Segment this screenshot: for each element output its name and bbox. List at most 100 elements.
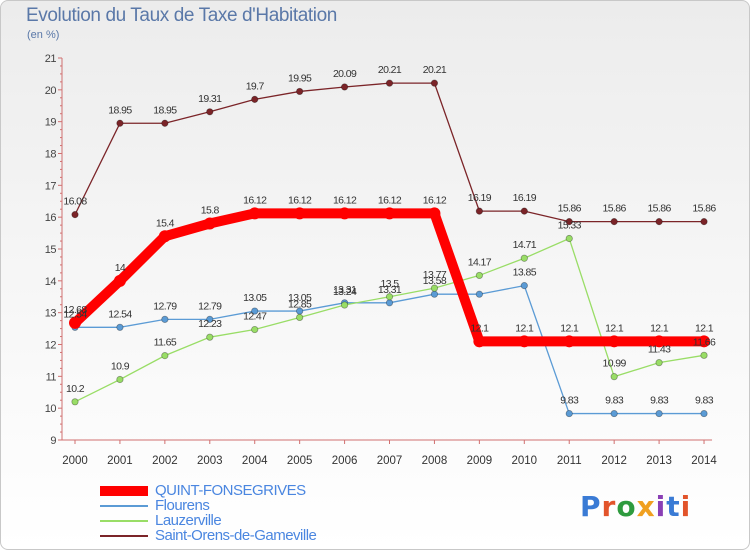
data-point <box>520 207 528 215</box>
y-tick-label: 16 <box>45 212 57 224</box>
data-point <box>251 95 259 103</box>
data-point <box>71 211 79 219</box>
data-label: 12.47 <box>243 311 267 323</box>
series-quint-fonsegrives <box>69 207 711 348</box>
legend-swatch <box>100 486 148 496</box>
x-tick-label: 2013 <box>646 455 672 467</box>
data-label: 9.83 <box>560 395 579 407</box>
data-label: 13.31 <box>378 284 402 296</box>
data-point <box>430 284 439 292</box>
data-label: 14 <box>115 262 126 274</box>
data-label: 12.68 <box>63 304 87 316</box>
data-point <box>520 254 528 262</box>
x-tick-label: 2008 <box>422 455 448 467</box>
data-label: 16.12 <box>288 194 312 206</box>
x-tick-label: 2012 <box>601 455 627 467</box>
data-point <box>430 290 439 298</box>
logo-letter: i <box>655 490 667 523</box>
legend-label: QUINT-FONSEGRIVES <box>155 482 306 499</box>
chart-title: Evolution du Taux de Taxe d'Habitation <box>26 5 337 26</box>
data-point <box>518 335 531 348</box>
data-point <box>251 307 259 315</box>
data-point <box>161 315 169 323</box>
x-tick-label: 2000 <box>62 455 88 467</box>
data-point <box>251 325 259 334</box>
data-point <box>69 316 81 329</box>
data-point <box>161 119 169 127</box>
y-tick-label: 15 <box>45 244 57 256</box>
data-point <box>158 230 171 243</box>
legend-swatch <box>100 505 148 507</box>
data-point <box>430 79 439 87</box>
data-point <box>565 218 573 226</box>
data-point <box>475 207 483 215</box>
data-label: 16.12 <box>423 194 447 206</box>
data-label: 12.79 <box>198 300 222 312</box>
data-point <box>161 352 169 360</box>
data-point <box>700 351 708 359</box>
data-label: 18.95 <box>153 104 177 116</box>
logo-letter: x <box>636 490 656 523</box>
data-label: 13.05 <box>288 292 312 304</box>
data-label: 10.99 <box>603 358 627 370</box>
data-label: 10.9 <box>111 361 130 373</box>
data-label: 15.4 <box>156 217 175 229</box>
data-label: 20.09 <box>333 68 357 80</box>
x-tick-label: 2004 <box>242 455 268 467</box>
data-label: 13.24 <box>333 286 357 298</box>
data-label: 11.43 <box>648 344 671 356</box>
data-point <box>385 79 394 87</box>
data-label: 19.7 <box>246 80 265 92</box>
data-label: 13.77 <box>423 269 447 281</box>
data-label: 12.1 <box>695 322 714 334</box>
data-point <box>116 323 124 331</box>
data-label: 19.31 <box>198 93 222 105</box>
x-tick-label: 2001 <box>107 455 133 467</box>
y-tick-label: 9 <box>50 435 56 447</box>
data-label: 18.95 <box>108 104 132 116</box>
data-point <box>296 87 304 96</box>
data-label: 9.83 <box>650 395 669 407</box>
data-point <box>383 207 396 220</box>
data-point <box>206 315 214 323</box>
x-tick-label: 2002 <box>152 455 178 467</box>
data-label: 16.12 <box>243 194 267 206</box>
data-label: 10.2 <box>66 383 85 395</box>
data-point <box>296 313 304 322</box>
x-tick-label: 2010 <box>512 455 538 467</box>
data-label: 15.33 <box>558 219 582 231</box>
data-label: 19.95 <box>288 72 312 84</box>
data-label: 12.1 <box>470 322 489 334</box>
logo-letter: i <box>680 490 692 523</box>
data-label: 11.66 <box>693 336 716 348</box>
logo-letter: P <box>580 490 602 523</box>
data-label: 13.5 <box>380 278 399 290</box>
data-label: 12.79 <box>153 300 177 312</box>
logo-letter: t <box>666 490 681 523</box>
data-point <box>293 207 306 220</box>
data-point <box>428 207 441 220</box>
data-label: 14.17 <box>468 256 492 268</box>
data-point <box>520 282 528 290</box>
data-point <box>655 409 663 418</box>
legend-swatch <box>100 535 148 537</box>
data-label: 15.86 <box>692 203 716 215</box>
data-label: 16.12 <box>333 194 357 206</box>
data-point <box>116 119 124 127</box>
data-point <box>206 333 214 341</box>
data-label: 11.65 <box>154 337 177 349</box>
data-point <box>475 271 483 280</box>
data-point <box>565 409 573 418</box>
y-tick-label: 11 <box>46 371 57 383</box>
legend-label: Saint-Orens-de-Gameville <box>155 527 317 544</box>
data-point <box>608 335 621 348</box>
data-label: 16.08 <box>63 196 87 208</box>
data-point <box>338 207 351 220</box>
data-label: 12.1 <box>650 322 669 334</box>
data-point <box>610 373 618 381</box>
data-label: 14.71 <box>513 239 537 251</box>
y-tick-label: 20 <box>45 85 57 97</box>
chart-unit-label: (en %) <box>27 29 60 41</box>
x-tick-label: 2011 <box>557 455 582 467</box>
x-tick-label: 2003 <box>197 455 223 467</box>
